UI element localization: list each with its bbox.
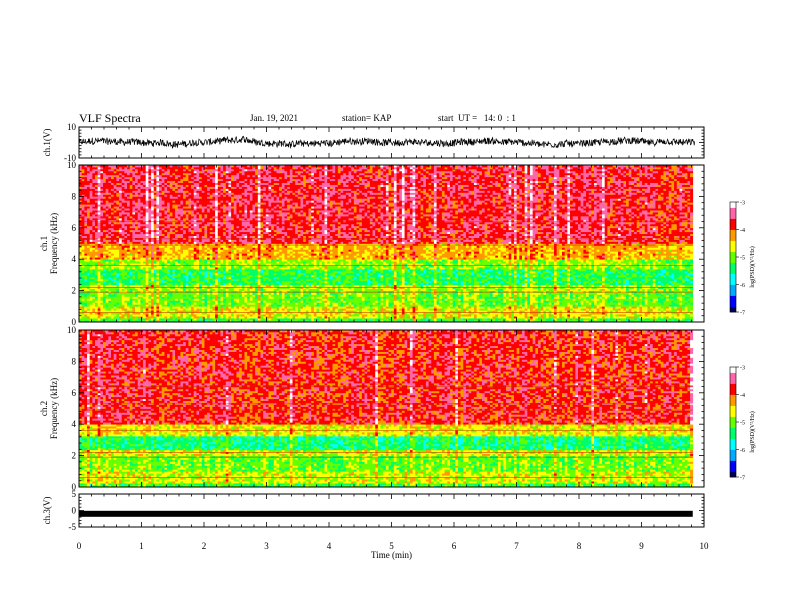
ch2-ytick-label: 8 <box>72 356 77 366</box>
x-tick-label: 2 <box>202 541 207 551</box>
ch1-waveform-line <box>79 136 695 148</box>
x-tick-label: 4 <box>327 541 332 551</box>
ch3-ytick-label: 0 <box>72 506 77 516</box>
ch2-colorbar-tick-label: -4 <box>740 393 745 399</box>
ch2-axis-label: ch.2Frequency (kHz) <box>39 378 59 439</box>
ch2-ytick-label: 6 <box>72 388 77 398</box>
ch2-colorbar: -3 -4 -5 -6 -7 log(PSD)(V²/Hz) <box>730 366 756 482</box>
ch1-colorbar-tick-label: -6 <box>740 283 745 289</box>
x-tick-label: 10 <box>700 541 710 551</box>
ch1-ytick-label: 8 <box>72 191 77 201</box>
ch1-colorbar-tick-label: -5 <box>740 256 745 262</box>
ch1-colorbar-label: log(PSD)(V²/Hz) <box>749 246 756 287</box>
ch1-axis-label: ch.1Frequency (kHz) <box>39 213 59 274</box>
ch1-ytick-label: 10 <box>67 122 77 132</box>
ch1-ytick-label: 2 <box>72 286 77 296</box>
x-ticks <box>79 494 704 527</box>
ch2-ytick-label: 2 <box>72 451 77 461</box>
x-tick-label: 8 <box>577 541 582 551</box>
ch2-spectrogram <box>79 330 693 487</box>
ch2-colorbar-tick-label: -3 <box>740 366 745 372</box>
ch1-ytick-label: 10 <box>67 160 77 170</box>
x-tick-label: 6 <box>452 541 457 551</box>
ch3-ytick-label: 5 <box>72 489 77 499</box>
ch2-ytick-label: 4 <box>72 419 77 429</box>
ch1-axis-label: ch.1(V) <box>42 129 52 157</box>
ch2-colorbar-tick-label: -7 <box>740 476 745 482</box>
ch1-ytick-label: 4 <box>72 254 77 264</box>
ch1-ytick-label: 6 <box>72 223 77 233</box>
ch2-ytick-label: 10 <box>67 325 77 335</box>
x-tick-label: 7 <box>514 541 519 551</box>
ch1-colorbar-tick-label: -4 <box>740 228 745 234</box>
ch2-colorbar-label: log(PSD)(V²/Hz) <box>749 411 756 452</box>
ch2-colorbar-tick-label: -6 <box>740 448 745 454</box>
ch3-signal-band <box>79 511 693 517</box>
ch3-axis-label: ch.3(V) <box>42 497 52 525</box>
ch1-colorbar-tick-label: -3 <box>740 201 745 207</box>
ch1-colorbar-tick-label: -7 <box>740 311 745 317</box>
x-tick-label: 1 <box>139 541 144 551</box>
ch3-ytick-label: -5 <box>69 522 77 532</box>
x-tick-label: 0 <box>77 541 82 551</box>
x-axis-label: Time (min) <box>371 550 412 560</box>
ch1-spectrogram <box>79 165 693 322</box>
x-tick-label: 3 <box>264 541 269 551</box>
x-tick-label: 9 <box>639 541 644 551</box>
ch2-colorbar-tick-label: -5 <box>740 421 745 427</box>
ch1-colorbar: -3 -4 -5 -6 -7 log(PSD)(V²/Hz) <box>730 201 756 317</box>
